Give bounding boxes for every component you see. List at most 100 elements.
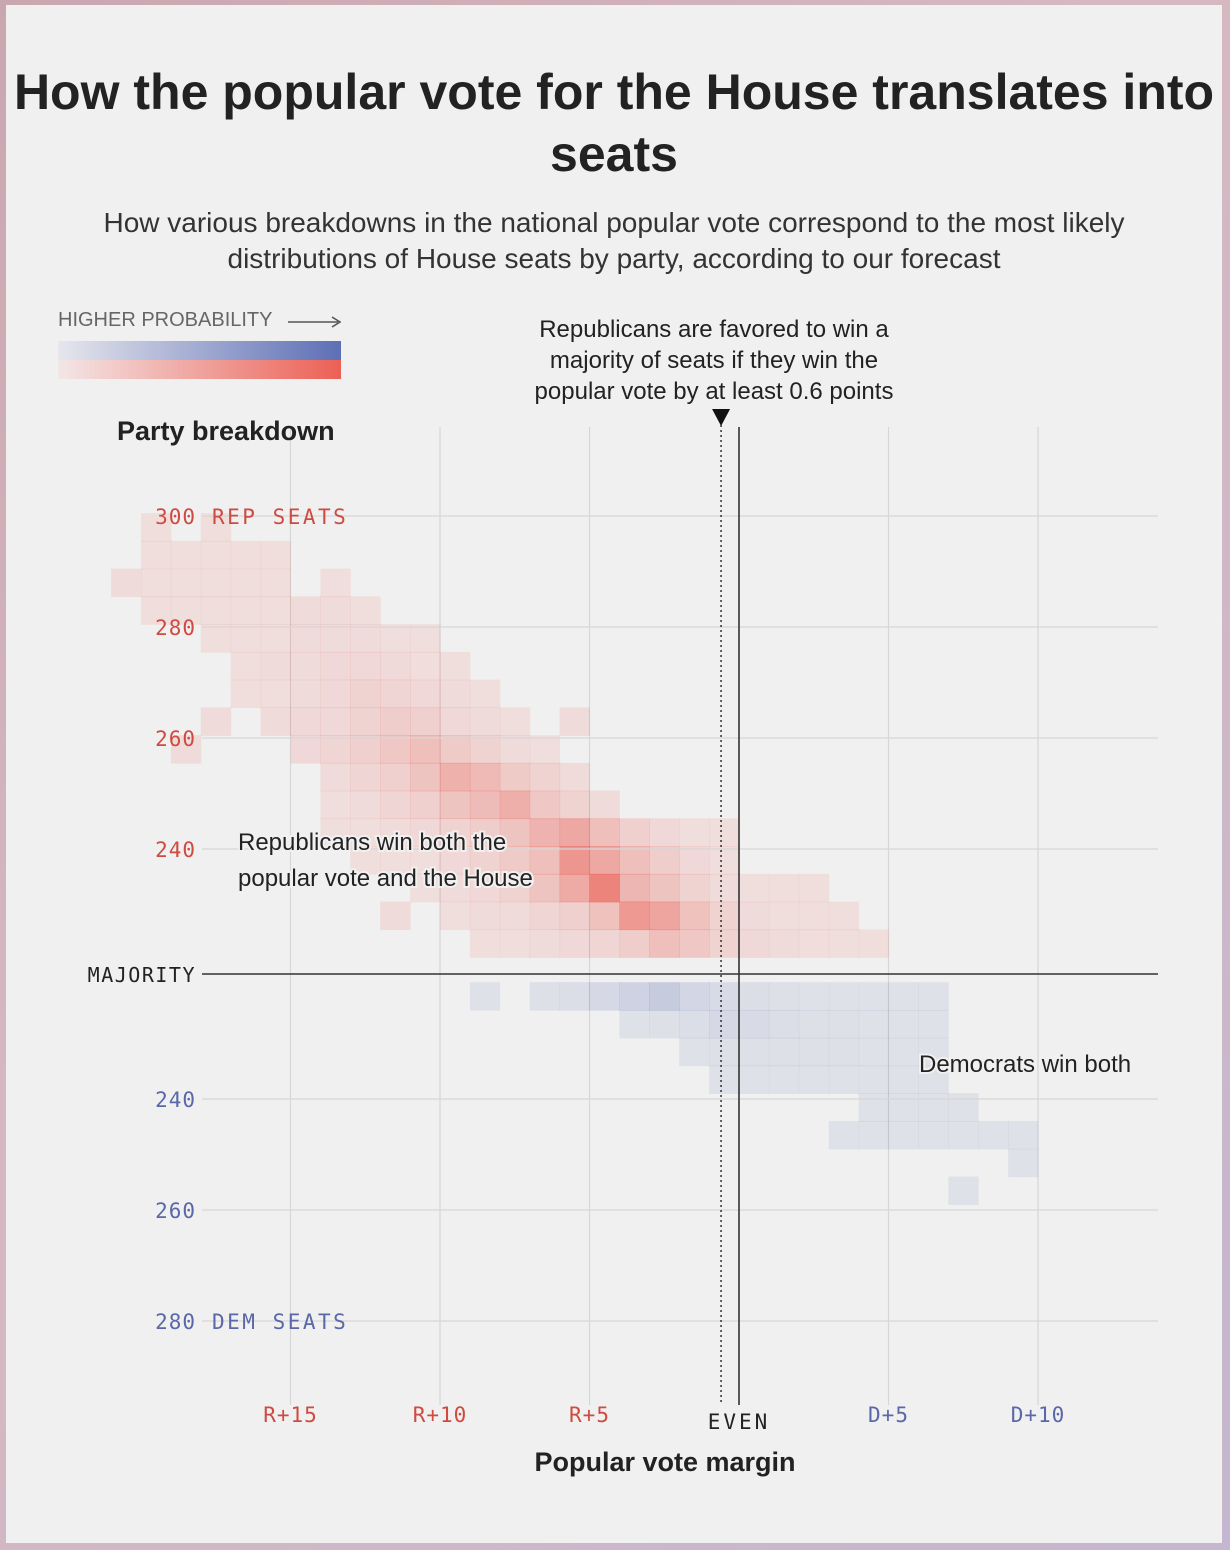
heatmap-cell-rep — [200, 624, 232, 653]
heatmap-cell-rep — [798, 873, 830, 903]
heatmap-cell-dem — [948, 1093, 979, 1122]
heatmap-cell-dem — [798, 982, 830, 1011]
heatmap-cell-rep — [380, 790, 411, 820]
heatmap-cell-rep — [529, 790, 561, 820]
heatmap-cell-rep — [469, 790, 501, 820]
heatmap-cell-rep — [260, 651, 291, 681]
legend-rep-gradient — [58, 360, 341, 379]
heatmap-cell-rep — [440, 873, 471, 903]
heatmap-cell-rep — [380, 707, 411, 736]
heatmap-cell-rep — [350, 818, 381, 847]
heatmap-cell-dem — [828, 1009, 860, 1039]
x-tick-label: D+5 — [868, 1403, 909, 1427]
heatmap-cell-rep — [440, 790, 471, 820]
heatmap-cell-rep — [440, 651, 471, 681]
heatmap-cell-rep — [260, 624, 291, 653]
x-tick-label: EVEN — [708, 1410, 771, 1434]
heatmap-cell-rep — [200, 707, 232, 736]
heatmap-cell-dem — [888, 1093, 919, 1122]
heatmap-cell-rep — [679, 818, 710, 847]
heatmap-cell-rep — [529, 873, 561, 903]
heatmap-cell-rep — [230, 624, 262, 653]
heatmap-cell-rep — [200, 596, 232, 625]
heatmap-cell-rep — [141, 513, 172, 542]
heatmap-cell-rep — [440, 818, 471, 847]
heatmap-cell-rep — [709, 873, 740, 903]
heatmap-cell-rep — [679, 873, 710, 903]
heatmap-cell-dem — [828, 1037, 860, 1067]
y-tick-label: 240 — [155, 1088, 196, 1112]
heatmap-cell-dem — [948, 1120, 979, 1150]
heatmap-cell-rep — [230, 596, 262, 625]
heatmap-cell-rep — [469, 818, 501, 847]
heatmap-cell-rep — [350, 624, 381, 653]
heatmap-cell-rep — [469, 901, 501, 931]
heatmap-cell-rep — [410, 679, 441, 709]
heatmap-cell-dem — [858, 1093, 889, 1122]
heatmap-cell-rep — [410, 651, 441, 681]
heatmap-cell-dem — [679, 1037, 710, 1067]
heatmap-cell-rep — [290, 679, 321, 709]
heatmap-cell-rep — [380, 651, 411, 681]
heatmap-cell-rep — [141, 540, 172, 570]
heatmap-cell-dem — [709, 1065, 740, 1094]
heatmap-cell-rep — [589, 929, 620, 958]
heatmap-cell-dem — [679, 1009, 710, 1039]
heatmap-cell-rep — [798, 929, 830, 958]
heatmap-cell-rep — [469, 762, 501, 792]
heatmap-cell-rep — [768, 901, 800, 931]
heatmap-cell-rep — [320, 762, 351, 792]
threshold-annotation: majority of seats if they win the — [550, 347, 878, 374]
heatmap-cell-rep — [559, 707, 590, 736]
y-axis-title: Party breakdown — [117, 416, 335, 446]
heatmap-cell-rep — [649, 873, 680, 903]
x-tick-label: R+5 — [569, 1403, 610, 1427]
heatmap-cell-rep — [679, 846, 710, 875]
heatmap-cell-rep — [828, 929, 860, 958]
heatmap-cell-dem — [768, 982, 800, 1011]
heatmap-cell-dem — [529, 982, 561, 1011]
heatmap-cell-rep — [410, 873, 441, 903]
chart-subtitle: How various breakdowns in the national p… — [103, 207, 1125, 274]
heatmap-cell-rep — [230, 540, 262, 570]
y-tick-label: 280 — [155, 1310, 196, 1334]
heatmap-cell-rep — [320, 596, 351, 625]
heatmap-cell-dem — [948, 1176, 979, 1205]
heatmap-cell-rep — [170, 596, 202, 625]
heatmap-cell-rep — [320, 651, 351, 681]
heatmap-cell-rep — [679, 929, 710, 958]
heatmap-cell-rep — [589, 818, 620, 847]
heatmap-cell-dem — [828, 1120, 860, 1150]
heatmap-cell-rep — [619, 846, 650, 875]
heatmap-cell-dem — [918, 982, 949, 1011]
heatmap-chart: 300 REP SEATS 280 260 240 MAJORITY 240 260 280 DE… — [88, 316, 1158, 1477]
heatmap-cell-dem — [858, 1037, 889, 1067]
heatmap-cell-rep — [350, 735, 381, 764]
heatmap-cell-rep — [559, 929, 590, 958]
heatmap-cell-rep — [559, 790, 590, 820]
chart-title: How the popular vote for the House trans… — [13, 64, 1215, 182]
heatmap-cell-rep — [350, 596, 381, 625]
heatmap-cell-rep — [469, 735, 501, 764]
y-tick-label: 240 — [155, 838, 196, 862]
threshold-annotation: Republicans are favored to win a — [539, 316, 889, 343]
heatmap-cell-rep — [499, 790, 531, 820]
heatmap-cell-rep — [440, 707, 471, 736]
x-axis-title: Popular vote margin — [534, 1447, 795, 1477]
heatmap-cell-rep — [290, 651, 321, 681]
heatmap-cell-rep — [141, 568, 172, 598]
heatmap-cell-rep — [649, 929, 680, 958]
threshold-annotation: popular vote by at least 0.6 points — [535, 378, 894, 405]
heatmap-cell-dem — [739, 982, 770, 1011]
heatmap-cell-rep — [200, 540, 232, 570]
heatmap-cell-rep — [589, 873, 620, 903]
heatmap-cell-rep — [350, 651, 381, 681]
heatmap-cell-rep — [499, 762, 531, 792]
heatmap-cell-rep — [290, 735, 321, 764]
heatmap-cell-rep — [589, 901, 620, 931]
heatmap-cell-rep — [410, 818, 441, 847]
heatmap-cell-rep — [320, 707, 351, 736]
heatmap-cell-rep — [350, 762, 381, 792]
heatmap-cell-rep — [499, 846, 531, 875]
heatmap-cell-dem — [739, 1037, 770, 1067]
